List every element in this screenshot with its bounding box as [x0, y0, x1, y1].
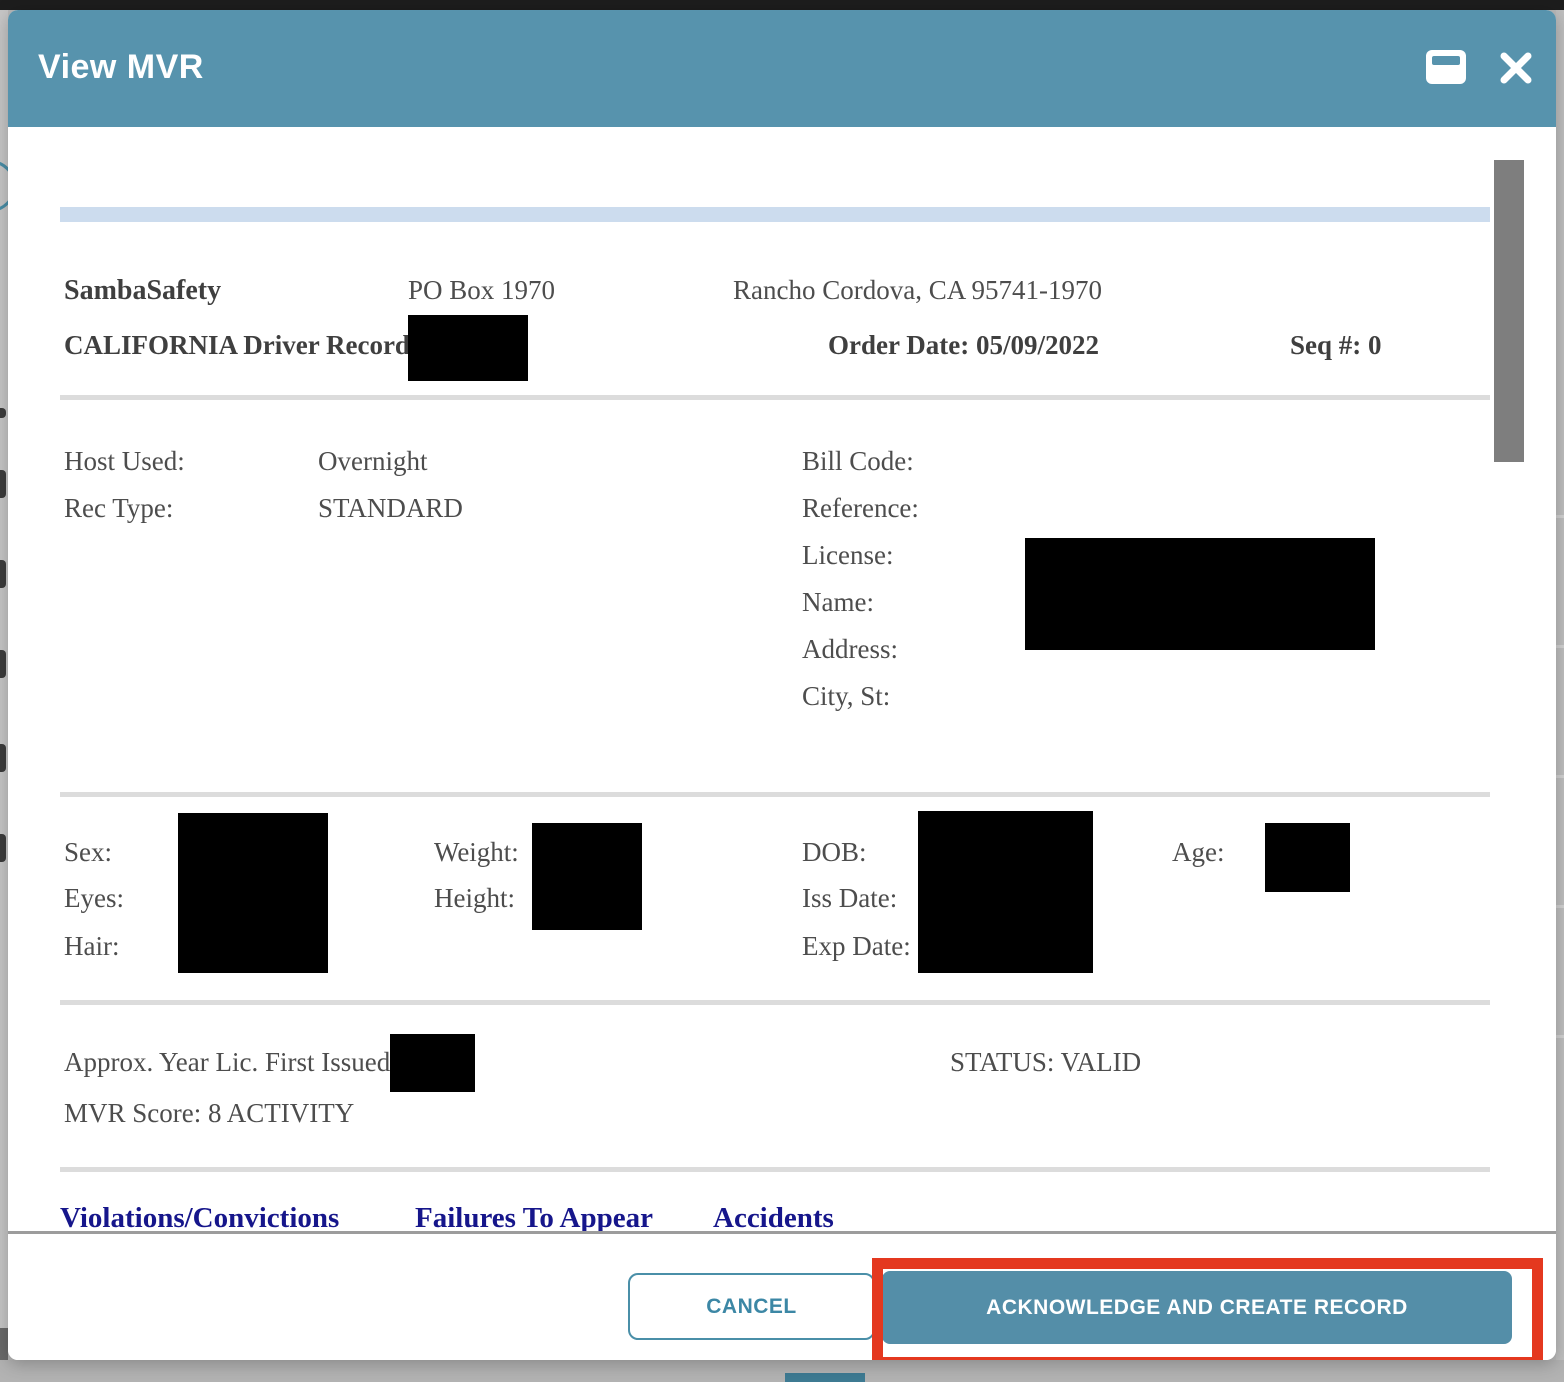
acknowledge-and-create-record-button[interactable]: ACKNOWLEDGE AND CREATE RECORD — [882, 1271, 1512, 1344]
mvr-score: MVR Score: 8 ACTIVITY — [64, 1098, 355, 1128]
order-date: Order Date: 05/09/2022 — [828, 330, 1099, 360]
background-row-line — [1556, 645, 1564, 648]
company-city-line: Rancho Cordova, CA 95741-1970 — [733, 275, 1102, 305]
sex-label: Sex: — [64, 837, 113, 867]
divider — [60, 792, 1490, 797]
iss-date-label: Iss Date: — [802, 883, 898, 913]
exp-date-label: Exp Date: — [802, 931, 911, 961]
document-top-bar — [60, 207, 1490, 222]
cancel-button[interactable]: CANCEL — [628, 1273, 875, 1340]
background-icon-fragment — [0, 408, 6, 418]
company-name: SambaSafety — [64, 275, 222, 306]
background-icon-fragment — [0, 744, 6, 772]
link-failures-to-appear[interactable]: Failures To Appear — [415, 1202, 653, 1231]
dialog-title: View MVR — [38, 48, 204, 86]
popout-window-icon[interactable] — [1426, 50, 1466, 84]
rec-type-value: STANDARD — [318, 493, 463, 523]
first-issued-label: Approx. Year Lic. First Issued: — [64, 1047, 398, 1077]
divider — [60, 1167, 1490, 1172]
background-row-line — [1556, 515, 1564, 518]
background-row-line — [1556, 775, 1564, 778]
redaction-first-issued-year — [390, 1034, 475, 1092]
close-icon[interactable] — [1498, 50, 1534, 86]
mvr-document: SambaSafety PO Box 1970 Rancho Cordova, … — [8, 127, 1556, 1231]
rec-type-label: Rec Type: — [64, 493, 174, 523]
city-st-label: City, St: — [802, 681, 891, 711]
view-mvr-dialog: View MVR SambaSafety PO Box 1970 Rancho … — [8, 10, 1556, 1360]
background-right-edge — [1556, 10, 1564, 1362]
redaction-weight-height — [532, 823, 642, 930]
link-accidents[interactable]: Accidents — [713, 1202, 834, 1231]
host-used-value: Overnight — [318, 446, 428, 476]
background-icon-fragment — [0, 650, 6, 678]
hair-label: Hair: — [64, 931, 120, 961]
host-used-label: Host Used: — [64, 446, 185, 476]
reference-label: Reference: — [802, 493, 919, 523]
redaction-sex-eyes-hair — [178, 813, 328, 973]
company-po-box: PO Box 1970 — [408, 275, 556, 305]
dialog-footer: CANCEL ACKNOWLEDGE AND CREATE RECORD — [8, 1231, 1556, 1360]
background-icon-fragment — [0, 470, 6, 498]
license-label: License: — [802, 540, 894, 570]
background-top-bar — [0, 0, 1564, 10]
redaction-identity-block — [1025, 538, 1375, 650]
vertical-scrollbar[interactable] — [1494, 160, 1524, 462]
background-icon-fragment — [0, 834, 6, 862]
background-icon-fragment — [0, 560, 6, 588]
sequence-number: Seq #: 0 — [1290, 330, 1382, 360]
license-status: STATUS: VALID — [950, 1047, 1142, 1077]
popout-window-icon-slot — [1432, 56, 1460, 65]
height-label: Height: — [434, 883, 515, 913]
background-row-line — [1556, 905, 1564, 908]
redaction-license-number — [408, 315, 528, 381]
dialog-header: View MVR — [8, 10, 1556, 127]
background-left-edge — [0, 10, 8, 1362]
background-row-line — [1556, 1035, 1564, 1038]
divider — [60, 1000, 1490, 1005]
link-violations-convictions[interactable]: Violations/Convictions — [60, 1202, 339, 1231]
divider — [60, 395, 1490, 400]
redaction-dates — [918, 811, 1093, 973]
eyes-label: Eyes: — [64, 883, 124, 913]
record-title: CALIFORNIA Driver Record — [64, 330, 410, 360]
age-label: Age: — [1172, 837, 1225, 867]
background-bottom-bar — [0, 1360, 1564, 1382]
dob-label: DOB: — [802, 837, 867, 867]
background-teal-fragment — [785, 1373, 865, 1382]
redaction-age — [1265, 823, 1350, 892]
address-label: Address: — [802, 634, 898, 664]
name-label: Name: — [802, 587, 874, 617]
weight-label: Weight: — [434, 837, 519, 867]
background-icon-fragment — [0, 1328, 8, 1362]
bill-code-label: Bill Code: — [802, 446, 914, 476]
